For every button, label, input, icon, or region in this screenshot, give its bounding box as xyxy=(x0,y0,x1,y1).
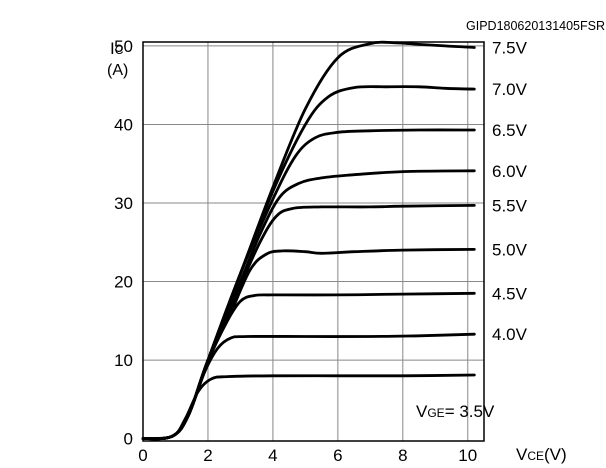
y-tick-label: 30 xyxy=(114,194,133,213)
y-axis-symbol: I xyxy=(110,39,115,58)
tick-labels: 0 2 4 6 8 10 0 10 20 30 40 50 xyxy=(114,37,477,465)
series-label-1: 7.0V xyxy=(492,80,528,99)
y-tick-label: 0 xyxy=(124,430,133,449)
vge-subscript: GE xyxy=(427,406,444,420)
series-label-7: 4.0V xyxy=(492,325,528,344)
vge-symbol: V xyxy=(416,402,428,421)
x-axis-subscript: CE xyxy=(527,449,544,463)
figure-code: GIPD180620131405FSR xyxy=(466,19,605,33)
vge-legend-prefix: VGE= 3.5V xyxy=(416,402,495,421)
series-label-0: 7.5V xyxy=(492,38,528,57)
y-tick-label: 20 xyxy=(114,273,133,292)
y-tick-label: 50 xyxy=(114,37,133,56)
series-label-6: 4.5V xyxy=(492,284,528,303)
y-tick-label: 10 xyxy=(114,351,133,370)
series-line-8 xyxy=(141,373,476,441)
y-axis-unit: (A) xyxy=(107,62,128,79)
series-label-8: 3.5V xyxy=(459,402,495,421)
y-axis-label: IC xyxy=(110,39,124,58)
y-axis-subscript: C xyxy=(115,43,124,57)
series-group xyxy=(141,40,476,441)
x-tick-label: 10 xyxy=(458,446,477,465)
x-tick-label: 4 xyxy=(268,446,277,465)
x-axis-symbol: V xyxy=(516,445,528,464)
series-label-4: 5.5V xyxy=(492,196,528,215)
series-label-3: 6.0V xyxy=(492,162,528,181)
x-tick-label: 0 xyxy=(138,446,147,465)
x-axis-unit: (V) xyxy=(544,445,567,464)
plot-frame xyxy=(142,41,485,442)
vge-equals: = xyxy=(445,402,460,421)
series-label-5: 5.0V xyxy=(492,240,528,259)
x-axis-label: VCE(V) xyxy=(516,445,567,464)
series-labels: 7.5V 7.0V 6.5V 6.0V 5.5V 5.0V 4.5V 4.0V xyxy=(492,38,528,344)
y-tick-label: 40 xyxy=(114,115,133,134)
x-tick-label: 6 xyxy=(333,446,342,465)
x-tick-label: 2 xyxy=(203,446,212,465)
x-tick-label: 8 xyxy=(398,446,407,465)
series-label-2: 6.5V xyxy=(492,121,528,140)
